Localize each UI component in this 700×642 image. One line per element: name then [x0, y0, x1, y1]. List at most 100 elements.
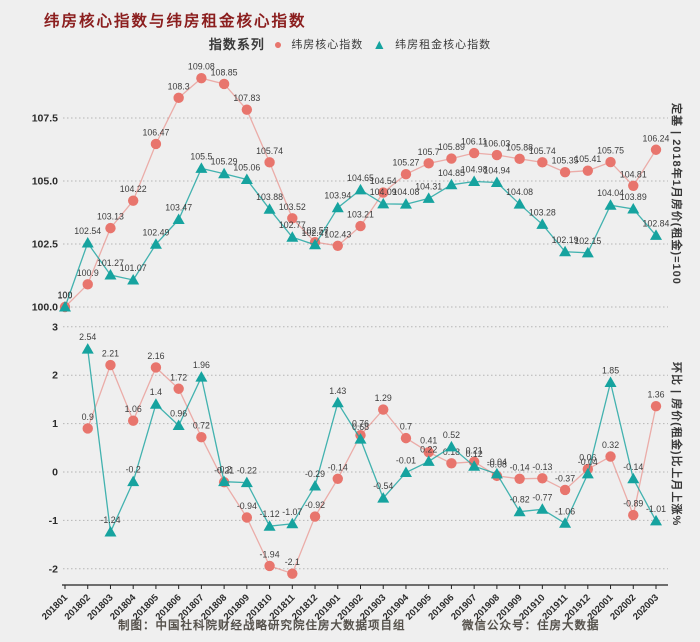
rent-data-point [468, 460, 481, 471]
triangle-icon: ▲ [372, 35, 387, 52]
y-tick-label: -1 [49, 515, 58, 527]
value-label: 0.9 [82, 412, 94, 422]
rent-data-point [627, 472, 640, 484]
rent-data-point [559, 517, 572, 528]
value-label: -0.2 [217, 465, 232, 475]
value-label: 105.7 [418, 147, 440, 157]
value-label: 0.76 [352, 419, 369, 429]
mom-change-line-chart: -2-1012320180120180220180320180420180520… [40, 321, 668, 623]
core-data-point [491, 470, 503, 482]
rent-data-point [218, 475, 231, 487]
core-data-point [378, 187, 389, 198]
y-tick-label: 0 [52, 467, 58, 479]
value-label: 1.06 [125, 404, 142, 414]
value-label: -0.08 [487, 459, 507, 469]
core-data-point [218, 476, 230, 488]
value-label: -1.01 [646, 504, 666, 514]
core-data-point [400, 168, 412, 180]
core-data-point [287, 213, 298, 224]
page-title: 纬房核心指数与纬房租金核心指数 [44, 13, 307, 30]
value-label: 104.94 [483, 166, 510, 176]
core-data-point [173, 92, 184, 104]
legend-title: 指数系列 [208, 37, 265, 52]
core-data-point [105, 359, 116, 371]
rent-data-point [286, 517, 299, 529]
core-data-point [287, 568, 298, 579]
x-tick-label: 202002 [608, 592, 638, 622]
value-label: 1.96 [193, 360, 210, 370]
value-label: 108.85 [211, 67, 238, 77]
value-label: -0.22 [237, 466, 257, 476]
value-label: 102.43 [324, 229, 351, 239]
core-data-point [264, 157, 275, 168]
value-label: 102.47 [302, 228, 329, 238]
core-data-point [559, 166, 571, 178]
value-label: 105.06 [233, 162, 260, 172]
rent-data-point [263, 520, 276, 531]
value-label: -0.94 [237, 501, 257, 511]
value-label: -1.24 [100, 515, 120, 525]
core-data-point [650, 400, 662, 412]
rent-data-point [377, 197, 390, 209]
core-data-point [423, 446, 434, 458]
core-data-point [150, 138, 162, 150]
rent-data-point [354, 433, 367, 444]
value-label: 105.74 [529, 146, 556, 156]
rent-data-point [377, 492, 390, 503]
rent-data-point [309, 238, 322, 250]
rent-data-point [422, 192, 435, 203]
rent-data-point [263, 203, 276, 214]
core-data-point [150, 362, 162, 373]
core-data-point [559, 484, 571, 496]
value-label: -1.06 [555, 506, 575, 516]
y-tick-label: 107.5 [32, 113, 58, 125]
rent-data-point [195, 371, 208, 382]
value-label: -0.54 [373, 481, 393, 491]
value-label: -2.1 [285, 557, 300, 567]
y-tick-label: 3 [52, 321, 58, 333]
value-label: 1.72 [170, 372, 187, 382]
value-label: 107.83 [233, 93, 260, 103]
rent-data-point [104, 526, 117, 537]
value-label: 105.89 [438, 142, 465, 152]
right-axis-label-mom: 环比 | 房价(租金)比上月上涨% [670, 362, 682, 527]
value-label: 102.84 [643, 218, 670, 228]
core-data-point [309, 511, 321, 522]
core-data-point [537, 473, 548, 484]
value-label: 0.72 [193, 421, 210, 431]
value-label: 104.31 [415, 181, 442, 191]
rent-data-point [513, 505, 526, 517]
value-label: 0.22 [420, 444, 437, 454]
y-tick-label: -2 [49, 563, 58, 575]
value-label: 104.85 [438, 168, 465, 178]
rent-data-point [513, 198, 526, 209]
value-label: 0.32 [602, 440, 619, 450]
rent-data-point [172, 213, 185, 225]
right-axis-label-index: 定基 | 2018年1月房价(租金)=100 [670, 103, 682, 285]
rent-data-point [195, 162, 208, 173]
y-tick-label: 100.0 [32, 302, 58, 314]
core-data-point [355, 220, 366, 232]
core-data-point [218, 78, 230, 90]
legend-item-rent: 纬房租金核心指数 [395, 38, 492, 51]
rent-data-point [445, 178, 458, 190]
core-data-point [491, 149, 503, 161]
core-data-point [59, 301, 71, 313]
value-label: 103.88 [256, 192, 283, 202]
value-label: -0.13 [532, 462, 552, 472]
rent-series-line [87, 349, 657, 535]
value-label: 106.47 [142, 127, 169, 137]
core-data-point [355, 430, 366, 441]
core-data-point [628, 509, 639, 521]
rent-data-point [286, 231, 299, 242]
value-label: -0.2 [126, 465, 141, 475]
core-data-point [82, 279, 93, 290]
value-label: 104.04 [597, 188, 624, 198]
value-label: 105.29 [211, 157, 238, 167]
rent-data-point [331, 396, 344, 408]
core-data-point [173, 383, 184, 394]
rent-data-point [81, 343, 94, 354]
rent-data-point [354, 183, 367, 195]
value-label: 102.77 [279, 220, 306, 230]
legend: 指数系列 ● 纬房核心指数 ▲ 纬房租金核心指数 [0, 34, 700, 53]
